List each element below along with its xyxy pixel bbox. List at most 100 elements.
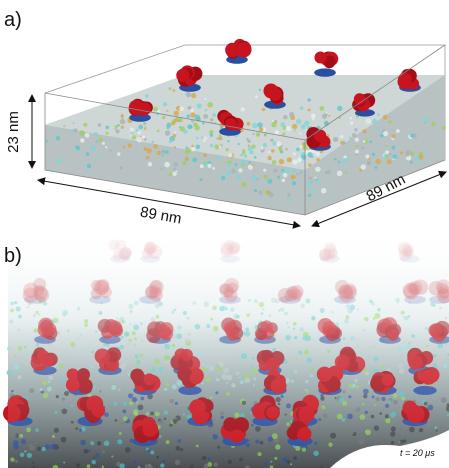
lipid	[283, 170, 286, 173]
lipid	[372, 153, 375, 156]
lipid	[217, 156, 221, 160]
lipid	[286, 126, 291, 131]
lipid	[166, 110, 168, 112]
lipid	[293, 153, 296, 156]
lipid	[191, 147, 195, 151]
lipid	[272, 120, 274, 122]
lipid	[271, 149, 274, 152]
lipid	[358, 161, 360, 163]
lipid	[157, 130, 160, 133]
lipid	[259, 127, 263, 131]
lipid	[186, 114, 190, 118]
lipid	[63, 125, 65, 127]
lipid	[270, 139, 273, 142]
lipid	[119, 166, 123, 170]
lipid	[308, 109, 311, 112]
lipid	[225, 148, 228, 151]
lipid	[254, 189, 257, 192]
lipid	[385, 145, 387, 147]
lipid	[151, 141, 154, 144]
lipid	[349, 137, 352, 140]
lipid	[363, 129, 367, 133]
lipid	[172, 172, 176, 176]
lipid	[355, 150, 359, 154]
lipid	[228, 162, 232, 166]
lipid	[343, 140, 345, 142]
lipid	[304, 121, 309, 126]
lipid	[218, 136, 222, 140]
lipid	[268, 192, 273, 197]
lipid	[254, 156, 257, 159]
lipid	[214, 144, 219, 149]
lipid	[130, 135, 132, 137]
lipid	[286, 169, 290, 173]
lipid	[272, 160, 277, 165]
lipid	[166, 123, 171, 128]
lipid	[226, 171, 231, 176]
lipid	[343, 158, 348, 163]
lipid	[372, 119, 377, 124]
lipid	[363, 140, 366, 143]
panel-b: b) t = 20 μs	[3, 236, 449, 468]
lipid	[203, 114, 208, 119]
lipid	[410, 133, 414, 137]
lipid	[410, 161, 413, 164]
lipid	[191, 93, 196, 98]
lipid	[162, 116, 166, 120]
lipid	[328, 115, 330, 117]
lipid	[164, 162, 169, 167]
lipid	[182, 161, 186, 165]
lipid	[234, 163, 237, 166]
lipid	[307, 98, 310, 101]
lipid	[221, 176, 226, 181]
lipid	[145, 157, 147, 159]
protein	[314, 51, 326, 63]
lipid	[185, 151, 188, 154]
lipid	[99, 154, 102, 157]
lipid	[143, 122, 146, 125]
lipid	[196, 137, 199, 140]
lipid	[337, 171, 343, 177]
lipid	[241, 182, 246, 187]
lipid	[367, 161, 371, 165]
lipid	[131, 132, 134, 135]
protein	[225, 118, 237, 130]
lipid	[123, 146, 126, 149]
lipid	[238, 168, 242, 172]
lipid	[400, 151, 403, 154]
lipid	[264, 134, 267, 137]
lipid	[267, 179, 272, 184]
lipid	[285, 148, 288, 151]
lipid	[212, 167, 215, 170]
lipid	[162, 150, 165, 153]
fog	[8, 236, 449, 468]
lipid	[193, 122, 197, 126]
lipid	[86, 152, 90, 156]
lipid	[259, 89, 261, 91]
lipid	[87, 164, 92, 169]
lipid	[231, 169, 236, 174]
lipid	[179, 126, 181, 128]
lipid	[388, 153, 391, 156]
lipid	[359, 169, 362, 172]
lipid	[326, 170, 330, 174]
protein	[314, 129, 326, 141]
lipid	[424, 118, 429, 123]
lipid	[315, 152, 320, 157]
lipid	[340, 135, 343, 138]
lipid	[252, 123, 258, 129]
lipid	[311, 189, 315, 193]
lipid	[240, 154, 242, 156]
lipid	[349, 117, 352, 120]
protein	[398, 73, 412, 87]
lipid	[132, 135, 136, 139]
lipid	[207, 164, 211, 168]
lipid	[183, 130, 187, 134]
lipid	[121, 117, 123, 119]
lipid	[300, 171, 302, 173]
lipid	[144, 128, 146, 130]
lipid	[365, 155, 369, 159]
lipid	[259, 150, 261, 152]
lipid	[46, 140, 48, 142]
lipid	[385, 155, 388, 158]
